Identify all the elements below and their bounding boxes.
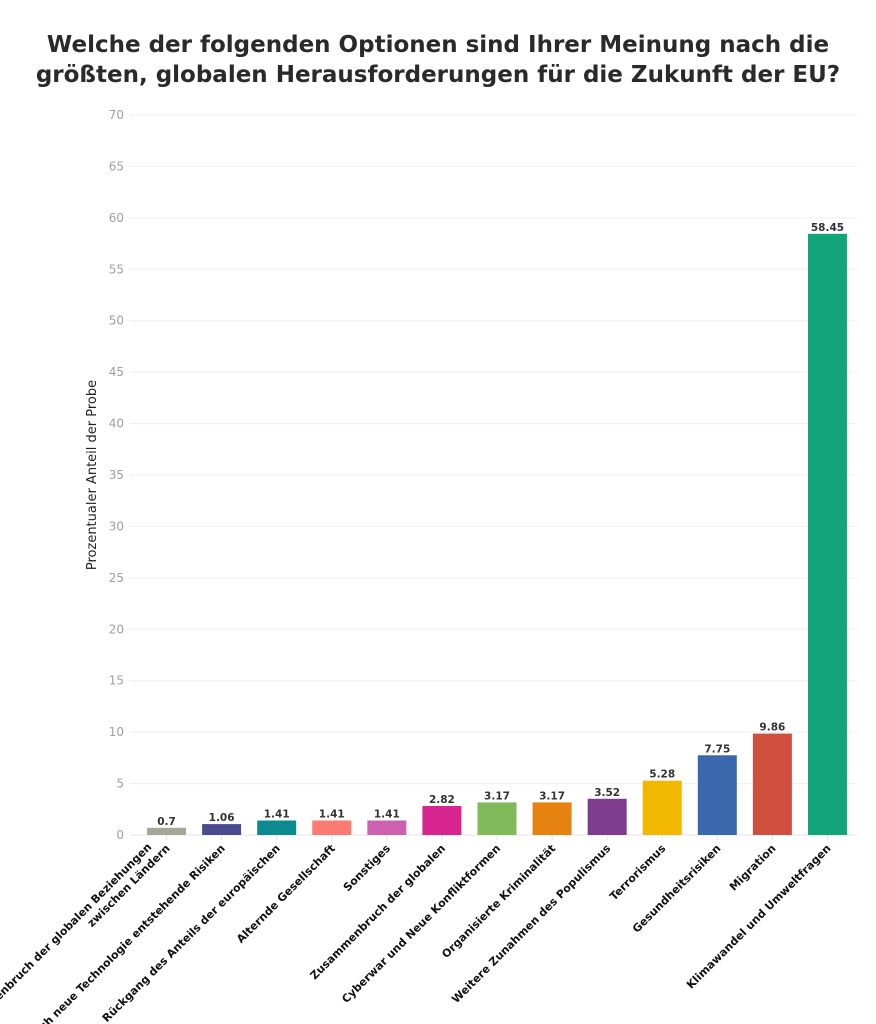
chart-title-line: größten, globalen Herausforderungen für … bbox=[35, 62, 841, 88]
x-tick-label: Terrorismus bbox=[607, 842, 668, 903]
data-label: 1.41 bbox=[374, 808, 400, 820]
data-label: 3.52 bbox=[594, 787, 620, 799]
y-tick-label: 0 bbox=[116, 828, 124, 842]
data-label: 3.17 bbox=[539, 790, 565, 802]
y-tick-label: 35 bbox=[109, 468, 124, 482]
y-axis-label: Prozentualer Anteil der Probe bbox=[85, 380, 100, 570]
x-tick-label: Organisierte Kriminalität bbox=[439, 842, 558, 961]
y-tick-label: 55 bbox=[109, 262, 124, 276]
bar bbox=[587, 798, 627, 835]
y-tick-label: 70 bbox=[109, 108, 124, 122]
y-tick-label: 20 bbox=[109, 622, 124, 636]
y-tick-label: 25 bbox=[109, 571, 124, 585]
bar bbox=[367, 820, 407, 835]
y-tick-label: 50 bbox=[109, 314, 124, 328]
y-tick-label: 65 bbox=[109, 159, 124, 173]
data-label: 1.41 bbox=[319, 808, 345, 820]
y-tick-label: 5 bbox=[116, 777, 124, 791]
bar bbox=[147, 827, 187, 835]
data-label: 58.45 bbox=[811, 222, 844, 234]
y-tick-label: 10 bbox=[109, 725, 124, 739]
x-tick-label-line: Migration bbox=[727, 842, 779, 894]
bar bbox=[477, 802, 517, 835]
data-label: 2.82 bbox=[429, 794, 455, 806]
data-label: 3.17 bbox=[484, 790, 510, 802]
bar bbox=[697, 755, 737, 835]
chart-title-line: Welche der folgenden Optionen sind Ihrer… bbox=[46, 32, 830, 58]
bar bbox=[422, 805, 462, 835]
data-label: 0.7 bbox=[157, 816, 176, 828]
bar bbox=[312, 820, 352, 835]
bar bbox=[202, 824, 242, 835]
bar bbox=[257, 820, 297, 835]
data-label: 7.75 bbox=[704, 743, 730, 755]
x-tick-label-line: Terrorismus bbox=[607, 842, 668, 903]
bar bbox=[532, 802, 572, 835]
x-tick-label-line: Sonstiges bbox=[341, 842, 393, 894]
x-tick-label: Alternde Gesellschaft bbox=[234, 842, 338, 946]
data-label: 5.28 bbox=[649, 769, 675, 781]
bar bbox=[752, 733, 792, 835]
y-tick-label: 45 bbox=[109, 365, 124, 379]
y-tick-label: 30 bbox=[109, 519, 124, 533]
y-tick-label: 60 bbox=[109, 211, 124, 225]
data-label: 1.41 bbox=[264, 808, 290, 820]
x-tick-label: Sonstiges bbox=[341, 842, 393, 894]
x-tick-label-line: Organisierte Kriminalität bbox=[439, 842, 558, 961]
y-tick-label: 40 bbox=[109, 417, 124, 431]
bar bbox=[642, 780, 682, 835]
data-label: 9.86 bbox=[759, 722, 785, 734]
y-tick-label: 15 bbox=[109, 674, 124, 688]
bar bbox=[807, 233, 847, 836]
chart-title: Welche der folgenden Optionen sind Ihrer… bbox=[0, 30, 876, 90]
data-label: 1.06 bbox=[209, 812, 235, 824]
x-tick-label-line: Alternde Gesellschaft bbox=[234, 842, 338, 946]
x-tick-label: Migration bbox=[727, 842, 779, 894]
